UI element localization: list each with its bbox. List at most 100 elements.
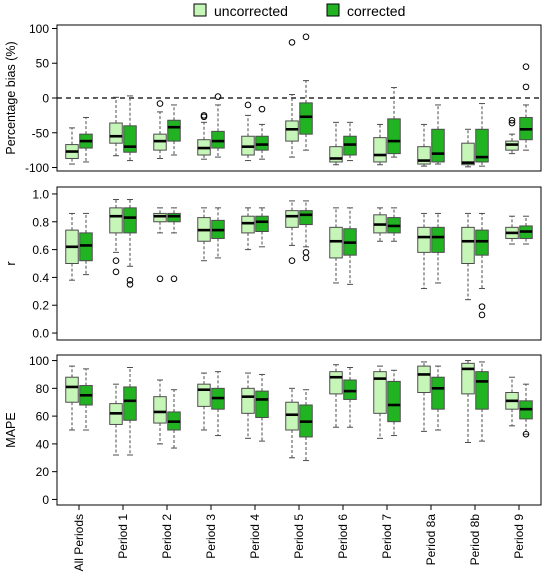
box-iqr <box>329 371 343 395</box>
outlier-point <box>302 249 310 256</box>
box-iqr <box>79 232 93 262</box>
y-tick-label: 0.6 <box>32 243 49 257</box>
box-corrected-3 <box>211 371 225 437</box>
box-corrected-4 <box>255 207 269 248</box>
box-corrected-9 <box>475 361 489 442</box>
y-axis-label: r <box>4 261 18 265</box>
x-tick-label: Period 2 <box>160 514 174 559</box>
y-tick-label: 100 <box>29 354 49 368</box>
box-iqr <box>285 210 299 228</box>
box-uncorrected-0 <box>65 212 79 281</box>
box-iqr <box>167 119 181 142</box>
box-iqr <box>417 226 431 253</box>
panel-mape: 0 20 40 60 80 100 MAPE <box>4 354 542 507</box>
box-iqr <box>475 371 489 410</box>
panel-bias: -100 -50 0 50 100 Percentage bias (%) <box>4 22 542 175</box>
box-iqr <box>475 128 489 163</box>
box-iqr <box>299 102 313 135</box>
outlier-point <box>302 254 310 262</box>
outlier-point <box>112 257 120 265</box>
plot-frame <box>56 186 542 341</box>
outlier-point <box>126 281 134 288</box>
box-corrected-10 <box>519 383 533 438</box>
box-corrected-6 <box>343 207 357 285</box>
box-iqr <box>299 210 313 226</box>
box-corrected-0 <box>79 368 93 431</box>
x-axis: All Periods Period 1 Period 2 Period 3 Perio… <box>72 505 526 571</box>
y-tick-label: -50 <box>32 126 50 140</box>
box-iqr <box>285 120 299 142</box>
box-corrected-10 <box>519 63 533 151</box>
box-corrected-3 <box>211 207 225 259</box>
outlier-point <box>288 39 296 46</box>
box-uncorrected-9 <box>461 128 475 168</box>
box-uncorrected-3 <box>197 372 211 431</box>
box-corrected-9 <box>475 103 489 167</box>
y-tick-label: 0.4 <box>32 271 49 285</box>
y-tick-label: 50 <box>36 57 50 71</box>
y-tick-label: 1.0 <box>32 187 49 201</box>
legend-label-uncorrected: uncorrected <box>214 3 288 19</box>
box-iqr <box>65 376 79 403</box>
box-corrected-1 <box>123 367 137 456</box>
outlier-point <box>126 276 134 284</box>
box-uncorrected-10 <box>505 116 519 155</box>
box-corrected-10 <box>519 215 533 245</box>
box-uncorrected-2 <box>153 207 167 283</box>
box-uncorrected-8 <box>417 123 431 167</box>
box-iqr <box>167 212 181 223</box>
box-iqr <box>431 376 445 410</box>
legend-swatch-corrected <box>326 3 340 17</box>
outlier-point <box>478 303 486 310</box>
box-iqr <box>123 207 137 234</box>
box-iqr <box>153 212 167 223</box>
box-corrected-2 <box>167 207 181 283</box>
box-iqr <box>461 362 475 395</box>
box-uncorrected-7 <box>373 365 387 439</box>
box-iqr <box>241 215 255 234</box>
box-iqr <box>123 386 137 421</box>
box-uncorrected-0 <box>65 127 79 165</box>
box-iqr <box>153 396 167 424</box>
box-corrected-8 <box>431 212 445 284</box>
y-tick-label: 0.0 <box>32 327 49 341</box>
box-corrected-7 <box>387 87 401 158</box>
y-tick-label: 0 <box>42 493 49 507</box>
box-uncorrected-5 <box>285 39 299 158</box>
box-iqr <box>373 137 387 163</box>
y-tick-label: 60 <box>36 410 50 424</box>
box-iqr <box>255 215 269 233</box>
box-iqr <box>387 118 401 155</box>
box-corrected-6 <box>343 121 357 162</box>
legend-label-corrected: corrected <box>347 3 405 19</box>
box-corrected-4 <box>255 105 269 160</box>
outlier-point <box>522 430 530 438</box>
box-uncorrected-9 <box>461 360 475 443</box>
box-uncorrected-5 <box>285 387 299 459</box>
box-uncorrected-0 <box>65 365 79 431</box>
box-corrected-1 <box>123 199 137 288</box>
box-corrected-9 <box>475 212 489 319</box>
y-tick-label: 20 <box>36 465 50 479</box>
box-uncorrected-2 <box>153 100 167 159</box>
box-uncorrected-10 <box>505 215 519 245</box>
box-uncorrected-8 <box>417 212 431 290</box>
outlier-point <box>156 100 164 107</box>
y-tick-label: 0 <box>42 92 49 106</box>
box-corrected-5 <box>299 389 313 462</box>
box-iqr <box>285 401 299 431</box>
box-uncorrected-6 <box>329 121 343 166</box>
box-corrected-5 <box>299 200 313 262</box>
y-tick-label: 100 <box>29 22 49 36</box>
y-tick-label: 80 <box>36 382 50 396</box>
box-uncorrected-3 <box>197 207 211 262</box>
x-tick-label: Period 4 <box>248 514 262 559</box>
box-uncorrected-7 <box>373 123 387 166</box>
box-corrected-1 <box>123 95 137 162</box>
box-iqr <box>343 379 357 400</box>
outlier-point <box>200 113 208 121</box>
outlier-point <box>170 275 178 283</box>
box-iqr <box>109 122 123 144</box>
